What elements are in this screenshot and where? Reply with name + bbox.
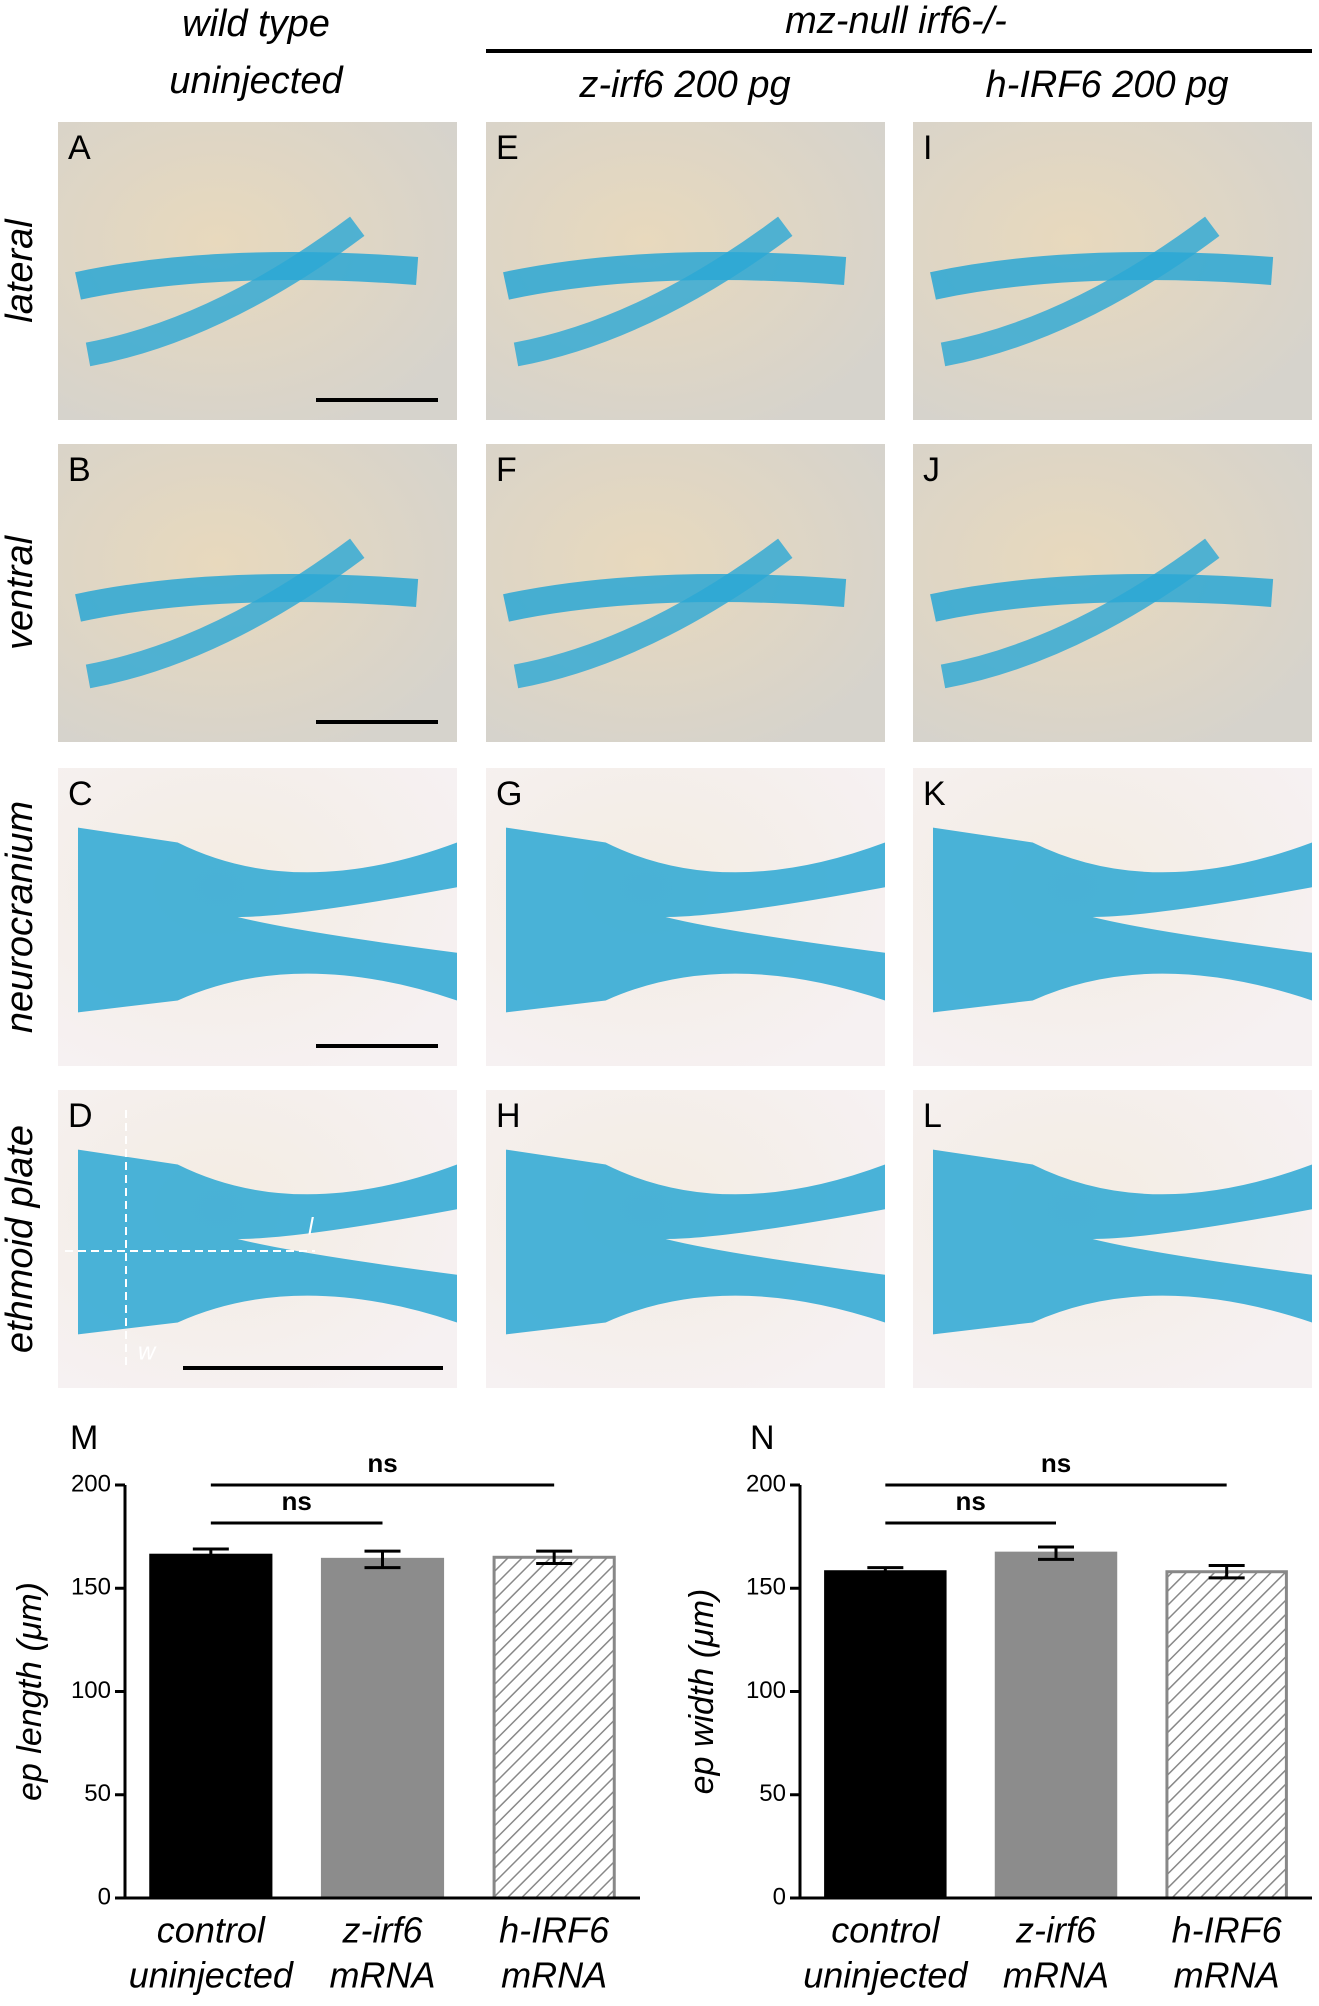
y-tick-label: 0 (773, 1883, 786, 1910)
cartilage (940, 216, 1220, 367)
y-tick-label: 200 (746, 1470, 786, 1497)
column-header: uninjected (169, 60, 344, 102)
cartilage (85, 538, 365, 689)
panel-letter: A (68, 129, 91, 167)
y-tick-label: 100 (746, 1677, 786, 1704)
cartilage (85, 216, 365, 367)
cartilage (930, 574, 1274, 622)
significance-label: ns (955, 1486, 985, 1516)
x-tick-label: control (831, 1910, 940, 1951)
bar (1165, 1570, 1288, 1900)
x-tick-label: h-IRF6 (1172, 1910, 1283, 1951)
panel-letter: H (496, 1097, 521, 1135)
column-header: z-irf6 200 pg (578, 64, 790, 106)
panel-letter: N (750, 1419, 775, 1457)
x-tick-label: mRNA (501, 1955, 607, 1996)
panel-letter: M (70, 1419, 98, 1457)
cartilage (503, 574, 847, 622)
cartilage (75, 252, 419, 300)
x-tick-label: control (157, 1910, 266, 1951)
row-label: ethmoid plate (0, 1125, 41, 1353)
panel-letter: L (923, 1097, 942, 1135)
cartilage (506, 1149, 885, 1335)
x-tick-label: mRNA (1174, 1955, 1280, 1996)
cartilage (78, 827, 457, 1013)
cartilage (75, 574, 419, 622)
x-tick-label: mRNA (330, 1955, 436, 1996)
row-label: ventral (0, 534, 41, 650)
panel-letter: G (496, 775, 522, 813)
x-tick-label: h-IRF6 (499, 1910, 610, 1951)
cartilage (506, 827, 885, 1013)
panel-letter: C (68, 775, 93, 813)
cartilage (503, 252, 847, 300)
y-tick-label: 100 (71, 1677, 111, 1704)
cartilage (933, 827, 1312, 1013)
measure-label: w (138, 1338, 157, 1365)
x-tick-label: z-irf6 (1015, 1910, 1097, 1951)
cartilage (78, 1149, 457, 1335)
panel-letter: D (68, 1097, 93, 1135)
bar (994, 1551, 1118, 1900)
cartilage (513, 216, 793, 367)
panel-letter: E (496, 129, 519, 167)
x-tick-label: z-irf6 (342, 1910, 424, 1951)
significance-label: ns (367, 1448, 397, 1478)
column-header: h-IRF6 200 pg (986, 64, 1229, 106)
measure-label: l (308, 1213, 314, 1240)
panel-letter: I (923, 129, 932, 167)
x-tick-label: uninjected (803, 1955, 968, 1996)
y-tick-label: 50 (84, 1780, 111, 1807)
row-label: lateral (0, 218, 41, 323)
y-tick-label: 150 (71, 1574, 111, 1601)
row-label: neurocranium (0, 801, 41, 1033)
cartilage (513, 538, 793, 689)
bar (824, 1570, 947, 1900)
cartilage (930, 252, 1274, 300)
significance-label: ns (1041, 1448, 1071, 1478)
panel-letter: J (923, 451, 940, 489)
cartilage (940, 538, 1220, 689)
y-tick-label: 150 (746, 1574, 786, 1601)
panel-letter: F (496, 451, 517, 489)
x-tick-label: uninjected (129, 1955, 294, 1996)
bar (320, 1557, 445, 1900)
x-tick-label: mRNA (1003, 1955, 1109, 1996)
y-axis-label: ep length (μm) (11, 1582, 49, 1801)
column-header: wild type (182, 3, 330, 45)
panel-letter: K (923, 775, 946, 813)
bar (492, 1555, 616, 1900)
y-tick-label: 200 (71, 1470, 111, 1497)
y-axis-label: ep width (μm) (683, 1589, 721, 1795)
y-tick-label: 0 (98, 1883, 111, 1910)
cartilage (933, 1149, 1312, 1335)
panel-letter: B (68, 451, 91, 489)
significance-label: ns (281, 1486, 311, 1516)
bar (149, 1553, 273, 1900)
column-header: mz-null irf6-/- (785, 0, 1007, 42)
y-tick-label: 50 (759, 1780, 786, 1807)
charts: Mep length (μm)controluninjectedz-irf6mR… (11, 1419, 1312, 1996)
